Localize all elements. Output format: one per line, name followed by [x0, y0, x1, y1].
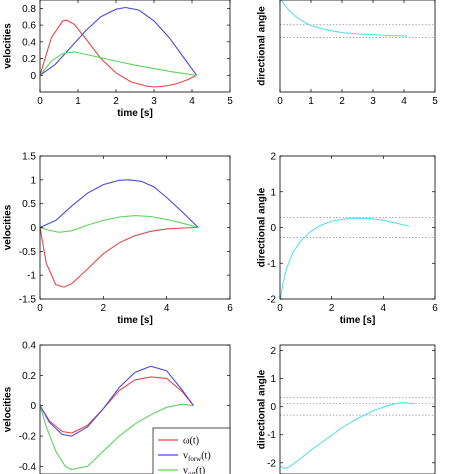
y-axis-label: velocities [3, 23, 14, 69]
y-tick-label: -0.4 [19, 462, 37, 473]
y-tick-label: 0 [30, 401, 36, 412]
legend-label-v_ort: vort(t) [183, 466, 205, 474]
y-tick-label: -2 [267, 295, 276, 306]
x-tick-label: 0 [277, 303, 283, 314]
x-tick-label: 4 [381, 303, 387, 314]
subplot-3: 0 2 4 6 -1.5 -1 -0.5 0 0.5 1 1.5 time [s] velocities [3, 152, 234, 327]
y-tick-label: 1 [270, 187, 276, 198]
y-tick-label: 2 [270, 152, 276, 163]
x-tick-label: 0 [37, 96, 43, 107]
subplot-4: 0 2 4 6 -2 -1 0 1 2 time [s] directional angle [257, 152, 439, 327]
x-tick-label: 2 [329, 303, 335, 314]
x-axis-label: time [s] [340, 315, 376, 326]
series-line-v_ort [40, 403, 194, 470]
x-tick-label: 5 [432, 96, 438, 107]
x-axis-label: time [s] [117, 108, 153, 119]
x-tick-label: 2 [101, 303, 107, 314]
y-axis-label: velocities [3, 386, 14, 432]
x-tick-label: 2 [339, 96, 345, 107]
axes-frame [39, 155, 231, 300]
y-tick-label: -0.2 [19, 432, 37, 443]
axes-frame [279, 0, 436, 93]
legend-box [152, 427, 231, 474]
y-axis-label: directional angle [257, 187, 268, 267]
y-tick-label: 0.6 [22, 21, 36, 32]
y-tick-label: 0.2 [22, 371, 36, 382]
legend-label-omega: ω(t) [183, 436, 199, 447]
axes-frame [39, 344, 231, 474]
x-tick-label: 4 [189, 96, 195, 107]
series-line-omega [40, 226, 199, 288]
y-tick-label: -1 [27, 271, 36, 282]
x-tick-label: 6 [432, 303, 438, 314]
y-axis-label: velocities [3, 204, 14, 250]
series-line-angle [280, 401, 414, 470]
series-line-v_forw [40, 365, 195, 437]
y-tick-label: 0.4 [22, 37, 36, 48]
series-line-angle [280, 217, 410, 299]
subplot-1: 0 1 2 3 4 5 0 0.2 0.4 0.6 0.8 time [s] velocities [3, 0, 233, 119]
x-tick-label: 0 [37, 303, 43, 314]
subplot-6: -2 -1 0 1 2 directional angle [257, 344, 436, 474]
x-tick-label: 4 [164, 303, 170, 314]
series-line-angle [280, 0, 408, 37]
y-tick-label: 0.8 [22, 4, 36, 15]
y-tick-label: -1 [267, 259, 276, 270]
y-tick-label: -1 [267, 430, 276, 441]
series-line-omega [40, 19, 197, 88]
y-tick-label: -1.5 [19, 295, 37, 306]
y-tick-label: -2 [267, 458, 276, 469]
x-tick-label: 6 [227, 303, 233, 314]
y-tick-label: 0 [30, 71, 36, 82]
y-tick-label: 1.5 [22, 152, 36, 163]
series-line-v_ort [40, 215, 199, 233]
y-tick-label: 0 [270, 223, 276, 234]
y-tick-label: -0.5 [19, 247, 37, 258]
x-tick-label: 2 [113, 96, 119, 107]
subplot-2: 0 1 2 3 4 5 directional angle [257, 0, 438, 107]
x-axis-label: time [s] [117, 315, 153, 326]
legend: ω(t) vforw(t) vort(t) [152, 427, 231, 474]
series-line-omega [40, 376, 195, 434]
x-tick-label: 3 [151, 96, 157, 107]
y-tick-label: 2 [270, 346, 276, 357]
y-tick-label: 1 [30, 175, 36, 186]
y-tick-label: 0.4 [22, 341, 36, 352]
y-axis-label: directional angle [257, 6, 268, 86]
axes-frame [39, 0, 231, 93]
x-tick-label: 5 [227, 96, 233, 107]
y-tick-label: 0.5 [22, 199, 36, 210]
legend-label-v_forw: vforw(t) [183, 451, 211, 464]
y-tick-label: 0.2 [22, 54, 36, 65]
series-line-v_forw [40, 179, 199, 229]
y-tick-label: 0 [270, 402, 276, 413]
series-line-v_forw [40, 6, 198, 76]
subplot-5: -0.4 -0.2 0 0.2 0.4 velocities ω(t) vforw(t) vor… [3, 341, 231, 474]
y-axis-label: directional angle [257, 369, 268, 449]
axes-frame [279, 344, 436, 474]
y-tick-label: 0 [30, 223, 36, 234]
x-tick-label: 1 [308, 96, 314, 107]
axes-frame [279, 155, 436, 300]
x-tick-label: 3 [370, 96, 376, 107]
series-line-v_ort [40, 51, 197, 76]
x-tick-label: 4 [401, 96, 407, 107]
y-tick-label: 1 [270, 374, 276, 385]
x-tick-label: 0 [277, 96, 283, 107]
x-tick-label: 1 [75, 96, 81, 107]
